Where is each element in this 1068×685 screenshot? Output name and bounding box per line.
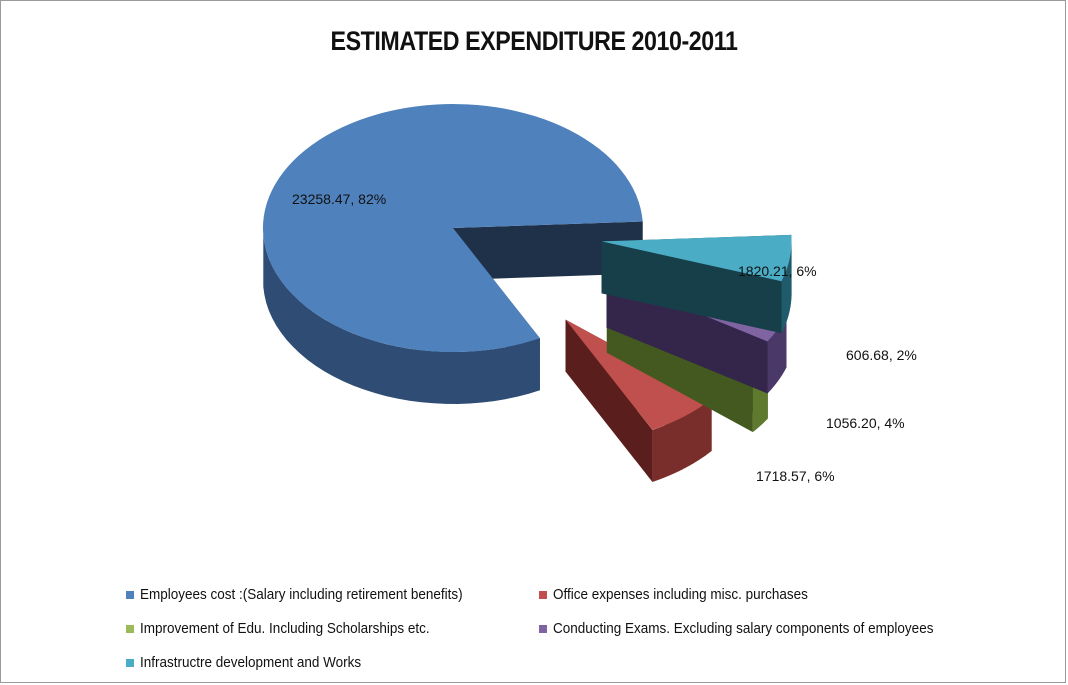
data-label-infrastructre-development-and-: 1718.57, 6% [756, 468, 835, 484]
chart-title: ESTIMATED EXPENDITURE 2010-2011 [330, 26, 738, 56]
pie-slice-side [781, 242, 792, 334]
pie-slice-infrastructre-development-and- [601, 234, 792, 334]
legend-item-conducting-exams: Conducting Exams. Excluding salary compo… [539, 620, 976, 637]
pie-slice-side [652, 399, 712, 482]
pie-slice-top [601, 234, 792, 282]
legend-label-infrastructure: Infrastructre development and Works [140, 654, 362, 671]
legend-item-employees-cost: Employees cost :(Salary including retire… [126, 586, 499, 603]
pie-chart: 23258.47, 82% 1820.21, 6% 606.68, 2% 1056.2… [262, 104, 917, 484]
data-label-office-expenses-including-misc: 1820.21, 6% [738, 263, 817, 279]
pie-slice-office-expenses-including-misc [565, 319, 712, 482]
pie-slice-side [767, 315, 787, 394]
legend-label-office-expenses: Office expenses including misc. purchase… [553, 586, 808, 603]
chart-legend: Employees cost :(Salary including retire… [126, 580, 1026, 680]
pie-slice-employees-cost-salary-includin [262, 104, 643, 404]
pie-slice-cut-face [453, 221, 643, 280]
legend-swatch-employees-cost [126, 590, 134, 599]
pie-slice-top [262, 104, 643, 353]
legend-item-office-expenses: Office expenses including misc. purchase… [539, 586, 836, 603]
data-label-improvement-of-edu-including-s: 606.68, 2% [846, 347, 917, 363]
legend-item-infrastructure: Infrastructre development and Works [126, 654, 386, 671]
pie-slice-top [565, 319, 712, 430]
legend-swatch-improvement-of-edu [126, 624, 134, 633]
legend-item-improvement-of-edu: Improvement of Edu. Including Scholarshi… [126, 620, 462, 637]
data-label-conducting-exams-excluding-sal: 1056.20, 4% [826, 415, 905, 431]
legend-swatch-conducting-exams [539, 624, 547, 633]
legend-label-employees-cost: Employees cost :(Salary including retire… [140, 586, 463, 603]
legend-swatch-infrastructure [126, 658, 134, 667]
legend-swatch-office-expenses [539, 590, 547, 599]
pie-slice-side [263, 234, 540, 404]
legend-label-improvement-of-edu: Improvement of Edu. Including Scholarshi… [140, 620, 430, 637]
legend-label-conducting-exams: Conducting Exams. Excluding salary compo… [553, 620, 934, 637]
data-label-employees-cost-salary-includin: 23258.47, 82% [292, 191, 386, 207]
